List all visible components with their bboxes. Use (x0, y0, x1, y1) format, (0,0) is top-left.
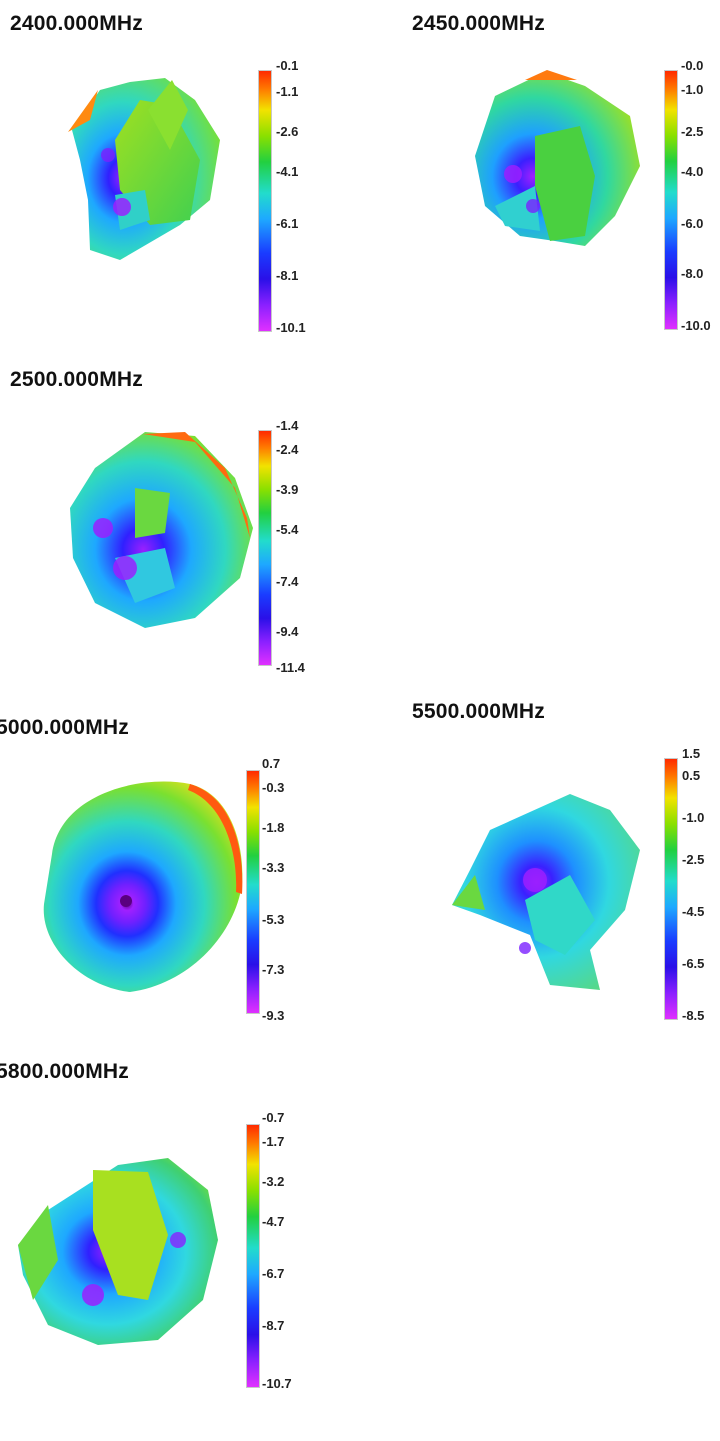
colorbar-tick: -1.1 (276, 84, 299, 99)
colorbar-tick: -8.5 (682, 1008, 705, 1023)
colorbar (258, 430, 272, 666)
radiation-pattern-3d (43, 781, 243, 992)
colorbar-tick: -8.7 (262, 1318, 285, 1333)
radiation-pattern-3d (68, 78, 220, 260)
colorbar-tick: 0.5 (682, 768, 701, 783)
colorbar-tick: -10.0 (681, 318, 711, 333)
colorbar-tick: -4.1 (276, 164, 299, 179)
colorbar-tick: -3.2 (262, 1174, 285, 1189)
colorbar-tick: -7.4 (276, 574, 299, 589)
colorbar-tick: -9.4 (276, 624, 299, 639)
colorbar (246, 1124, 260, 1388)
colorbar-tick: -7.3 (262, 962, 285, 977)
colorbar-tick: -6.0 (681, 216, 704, 231)
panel-title: 2450.000MHz (412, 12, 545, 35)
radiation-pattern-3d (475, 70, 640, 246)
colorbar-tick: -1.8 (262, 820, 285, 835)
colorbar-tick: -10.1 (276, 320, 306, 335)
colorbar-tick: -2.5 (682, 852, 705, 867)
panel-title: 5800.000MHz (0, 1060, 129, 1083)
colorbar-tick: -10.7 (262, 1376, 292, 1391)
colorbar-tick: -0.7 (262, 1110, 285, 1125)
colorbar-tick: -0.1 (276, 58, 299, 73)
panel-title: 5500.000MHz (412, 700, 545, 723)
colorbar-tick: -5.4 (276, 522, 299, 537)
colorbar-tick: -8.0 (681, 266, 704, 281)
colorbar-tick: -4.7 (262, 1214, 285, 1229)
colorbar-tick: 1.5 (682, 746, 701, 761)
panel-title: 5000.000MHz (0, 716, 129, 739)
radiation-pattern-3d (452, 794, 640, 990)
colorbar (258, 70, 272, 332)
colorbar-tick: -6.1 (276, 216, 299, 231)
colorbar-tick: -2.6 (276, 124, 299, 139)
colorbar-tick: -0.0 (681, 58, 704, 73)
colorbar-tick: -6.5 (682, 956, 705, 971)
colorbar-tick: -5.3 (262, 912, 285, 927)
colorbar-tick: -3.3 (262, 860, 285, 875)
colorbar-tick: -1.4 (276, 418, 299, 433)
panel-title: 2500.000MHz (10, 368, 143, 391)
radiation-pattern-3d (18, 1158, 218, 1345)
colorbar-tick: -2.4 (276, 442, 299, 457)
colorbar-tick: -4.0 (681, 164, 704, 179)
colorbar-tick: 0.7 (262, 756, 281, 771)
panel-title: 2400.000MHz (10, 12, 143, 35)
colorbar-tick: -2.5 (681, 124, 704, 139)
colorbar-tick: -11.4 (276, 660, 305, 675)
colorbar-tick: -9.3 (262, 1008, 285, 1023)
colorbar (664, 70, 678, 330)
colorbar-tick: -8.1 (276, 268, 299, 283)
colorbar-tick: -1.0 (682, 810, 705, 825)
colorbar-tick: -1.7 (262, 1134, 285, 1149)
colorbar-tick: -3.9 (276, 482, 299, 497)
colorbar-tick: -1.0 (681, 82, 704, 97)
colorbar-tick: -6.7 (262, 1266, 285, 1281)
colorbar (664, 758, 678, 1020)
colorbar-tick: -4.5 (682, 904, 705, 919)
colorbar-tick: -0.3 (262, 780, 285, 795)
colorbar (246, 770, 260, 1014)
radiation-pattern-3d (70, 432, 253, 628)
